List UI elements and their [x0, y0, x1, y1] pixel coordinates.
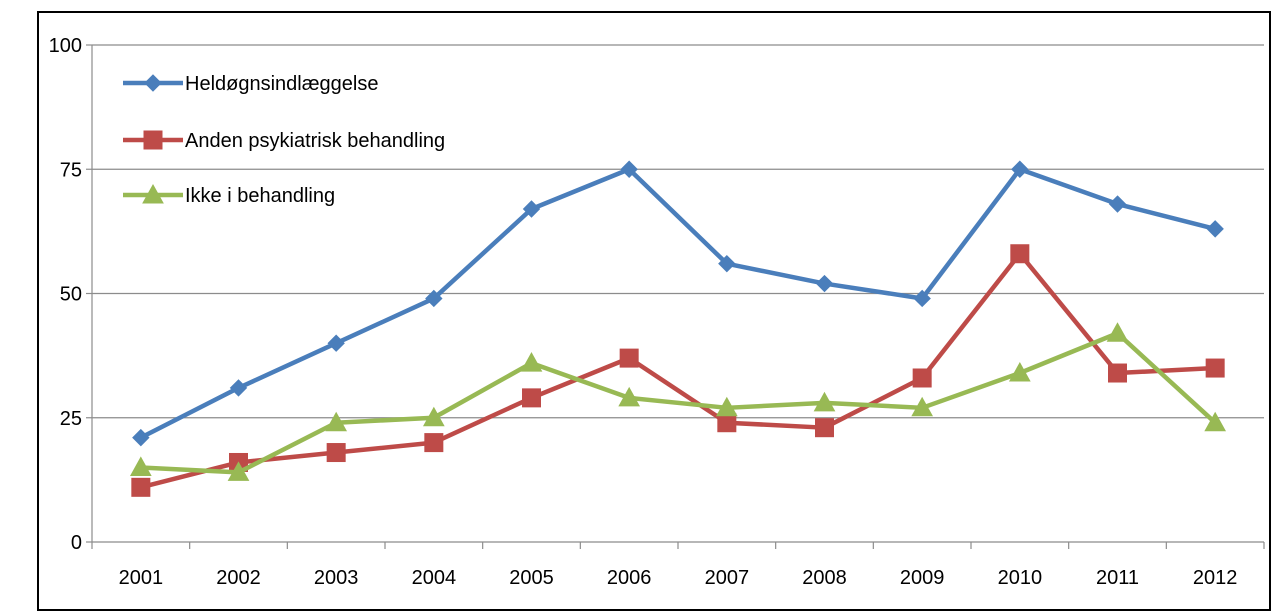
data-point-triangle — [422, 406, 445, 427]
y-axis-tick-labels: 0 25 50 75 100 — [49, 35, 82, 554]
legend-label: Heldøgnsindlæggelse — [185, 73, 378, 95]
y-tick-label: 75 — [60, 159, 82, 181]
data-point-triangle — [129, 456, 152, 476]
data-point-triangle — [813, 391, 836, 412]
series-3 — [129, 322, 1227, 481]
data-point-triangle — [325, 411, 348, 432]
x-axis-tick-labels: 2001 2002 2003 2004 2005 2006 2007 2008 2009 2010… — [119, 567, 1238, 589]
x-tick-label: 2001 — [119, 567, 164, 589]
data-point-diamond — [620, 160, 638, 178]
series-line-3 — [140, 331, 1217, 475]
gridlines — [92, 44, 1264, 419]
data-point-diamond — [132, 428, 150, 447]
data-point-diamond — [1108, 195, 1127, 213]
data-point-square — [912, 368, 932, 388]
y-tick-label: 0 — [71, 532, 82, 554]
data-point-diamond — [522, 200, 541, 218]
series-1 — [132, 160, 1224, 447]
chart-frame — [37, 11, 1271, 611]
x-tick-label: 2009 — [900, 567, 945, 589]
data-point-diamond — [913, 289, 931, 308]
x-tick-label: 2008 — [802, 567, 847, 589]
legend-item-3: Ikke i behandling — [123, 183, 335, 207]
x-tick-label: 2011 — [1096, 567, 1139, 589]
x-tick-label: 2003 — [314, 567, 359, 589]
x-tick-label: 2006 — [607, 567, 652, 589]
data-point-triangle — [1008, 361, 1031, 382]
x-tick-label: 2004 — [412, 567, 457, 589]
x-tick-label: 2012 — [1193, 567, 1238, 589]
series-lines — [129, 160, 1227, 497]
legend-marker-square — [143, 130, 163, 150]
data-point-triangle — [1204, 411, 1227, 432]
data-point-square — [424, 433, 444, 453]
data-point-square — [1108, 363, 1127, 383]
series-line-1 — [139, 167, 1216, 440]
legend-marker-triangle — [142, 183, 164, 204]
data-point-diamond — [815, 274, 834, 293]
x-tick-label: 2010 — [998, 567, 1043, 589]
x-tick-label: 2007 — [705, 567, 750, 589]
data-point-diamond — [1011, 160, 1029, 178]
legend-label: Anden psykiatrisk behandling — [185, 130, 445, 152]
legend: Heldøgnsindlæggelse Anden psykiatrisk beh… — [123, 73, 445, 207]
data-point-triangle — [618, 386, 641, 407]
data-point-diamond — [1206, 220, 1224, 238]
x-tick-label: 2005 — [509, 567, 554, 589]
data-point-triangle — [520, 352, 543, 372]
y-tick-label: 25 — [60, 408, 82, 430]
data-point-triangle — [227, 461, 250, 481]
data-point-square — [522, 388, 541, 408]
data-point-diamond — [229, 379, 248, 397]
legend-item-2: Anden psykiatrisk behandling — [123, 130, 445, 152]
data-point-square — [1010, 244, 1030, 264]
data-point-square — [326, 443, 346, 463]
data-point-diamond — [327, 334, 345, 352]
x-tick-label: 2002 — [216, 567, 261, 589]
data-point-triangle — [715, 396, 738, 417]
y-tick-label: 100 — [49, 35, 82, 57]
data-point-diamond — [425, 289, 443, 308]
axes — [86, 44, 1265, 549]
data-point-triangle — [911, 396, 934, 417]
data-point-square — [815, 418, 834, 438]
data-point-square — [131, 477, 151, 497]
data-point-square — [619, 348, 639, 368]
y-tick-label: 50 — [60, 284, 82, 306]
data-point-square — [717, 413, 737, 433]
data-point-diamond — [718, 254, 736, 273]
data-point-square — [1205, 358, 1225, 378]
legend-marker-diamond — [144, 74, 162, 92]
legend-item-1: Heldøgnsindlæggelse — [123, 73, 378, 95]
data-point-triangle — [1106, 322, 1129, 342]
legend-label: Ikke i behandling — [185, 185, 335, 207]
series-line-2 — [140, 251, 1216, 490]
